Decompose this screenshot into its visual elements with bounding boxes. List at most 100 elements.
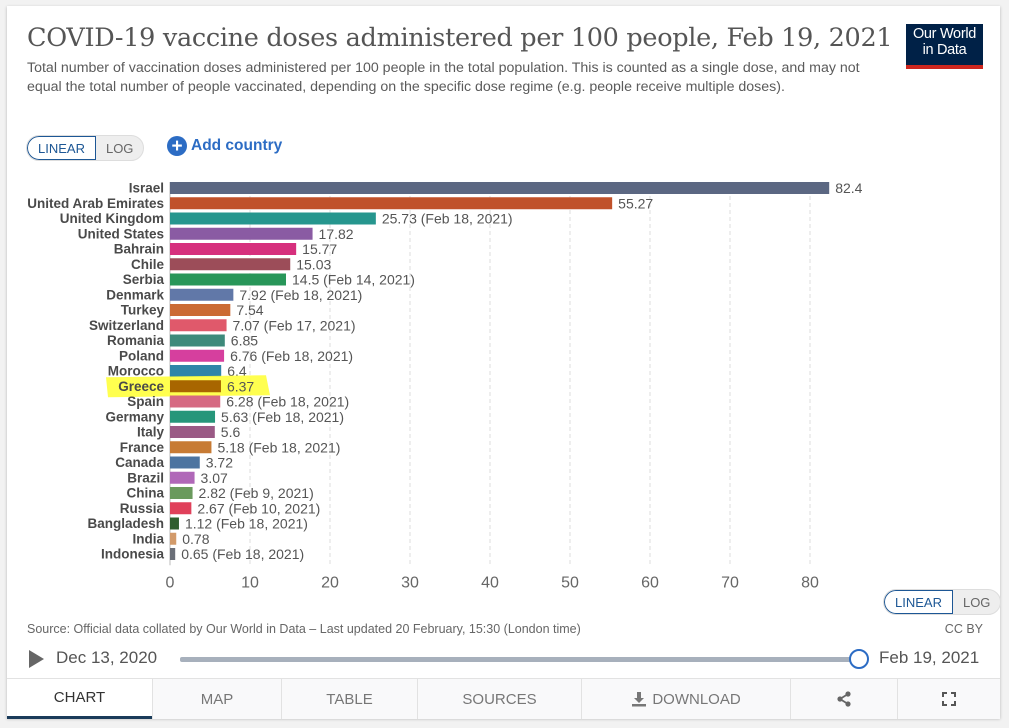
- bar[interactable]: [170, 212, 376, 225]
- value-label: 7.07 (Feb 17, 2021): [233, 317, 356, 333]
- fullscreen-icon: [942, 692, 956, 706]
- bar-label: Greece: [118, 379, 164, 394]
- bar-label: Italy: [137, 425, 165, 440]
- linear-button[interactable]: LINEAR: [27, 136, 96, 160]
- value-label: 2.67 (Feb 10, 2021): [197, 500, 320, 516]
- value-label: 55.27: [618, 195, 653, 211]
- value-label: 1.12 (Feb 18, 2021): [185, 516, 308, 532]
- tab-fullscreen[interactable]: [897, 679, 1000, 719]
- timeline-end-date[interactable]: Feb 19, 2021: [879, 648, 980, 667]
- value-label: 17.82: [319, 226, 354, 242]
- scale-toggle-bottom: LINEAR LOG: [883, 589, 1002, 615]
- chart-subtitle: Total number of vaccination doses admini…: [27, 60, 860, 95]
- tab-map[interactable]: MAP: [152, 679, 281, 719]
- bar[interactable]: [170, 456, 200, 469]
- x-tick-label: 50: [561, 574, 579, 591]
- tab-download[interactable]: DOWNLOAD: [581, 679, 790, 719]
- logo-line2: in Data: [922, 41, 967, 58]
- bar-label: Brazil: [127, 470, 164, 485]
- bar-label: Chile: [131, 257, 164, 272]
- value-label: 82.4: [835, 180, 862, 196]
- tab-label: DOWNLOAD: [652, 690, 741, 708]
- value-label: 0.78: [182, 531, 209, 547]
- play-icon[interactable]: [29, 650, 44, 668]
- log-button[interactable]: LOG: [962, 594, 991, 610]
- bar-chart: 0 10 20 30 40 50 60 70 80 Israel 82.4 United Arab E…: [27, 180, 862, 591]
- value-label: 5.6: [221, 424, 241, 440]
- share-icon: [837, 691, 851, 707]
- bar[interactable]: [170, 395, 221, 408]
- x-tick-label: 40: [481, 574, 499, 591]
- bar-label: United States: [78, 226, 164, 241]
- bar-label: Serbia: [123, 272, 165, 287]
- bar[interactable]: [170, 227, 313, 240]
- bar-label: Romania: [107, 333, 165, 348]
- bar[interactable]: [170, 426, 215, 438]
- x-tick-label: 70: [721, 574, 739, 591]
- value-label: 15.03: [296, 256, 331, 272]
- bar-label: Poland: [119, 348, 164, 363]
- bar[interactable]: [170, 410, 216, 423]
- tab-label: SOURCES: [462, 690, 537, 708]
- bar[interactable]: [170, 548, 176, 560]
- timeline: Dec 13, 2020 Feb 19, 2021: [27, 646, 987, 674]
- bar[interactable]: [170, 532, 177, 545]
- value-label: 5.63 (Feb 18, 2021): [221, 409, 344, 425]
- bar[interactable]: [170, 349, 225, 362]
- bar-label: United Kingdom: [60, 211, 164, 226]
- bar[interactable]: [170, 441, 212, 454]
- bar-label: Bahrain: [114, 242, 164, 257]
- license-link[interactable]: CC BY: [944, 622, 983, 636]
- source-note: Source: Official data collated by Our Wo…: [27, 622, 581, 636]
- value-label: 6.4: [227, 363, 247, 379]
- bar-label: Indonesia: [101, 547, 165, 562]
- add-country-button[interactable]: + Add country: [167, 136, 282, 156]
- bar-label: China: [126, 486, 164, 501]
- plus-circle-icon: +: [167, 136, 187, 156]
- bar-label: Turkey: [121, 303, 165, 318]
- bar-label: United Arab Emirates: [27, 196, 164, 211]
- value-label: 25.73 (Feb 18, 2021): [382, 211, 513, 227]
- timeline-start-date[interactable]: Dec 13, 2020: [56, 648, 158, 667]
- linear-button[interactable]: LINEAR: [884, 590, 953, 614]
- bar[interactable]: [170, 334, 225, 347]
- value-label: 3.72: [206, 455, 233, 471]
- bar[interactable]: [170, 319, 227, 332]
- bar-label: India: [132, 531, 164, 546]
- bar[interactable]: [170, 258, 291, 271]
- bar[interactable]: [170, 243, 297, 255]
- tab-sources[interactable]: SOURCES: [417, 679, 581, 719]
- tab-label: MAP: [200, 690, 234, 708]
- bar[interactable]: [170, 288, 234, 301]
- bar-label: Spain: [127, 394, 164, 409]
- value-label: 5.18 (Feb 18, 2021): [217, 439, 340, 455]
- tab-table[interactable]: TABLE: [281, 679, 417, 719]
- timeline-track[interactable]: [180, 657, 858, 662]
- value-label: 0.65 (Feb 18, 2021): [181, 546, 304, 562]
- x-tick-label: 80: [801, 574, 819, 591]
- bar[interactable]: [170, 197, 613, 210]
- timeline-handle[interactable]: [849, 649, 869, 669]
- bar[interactable]: [170, 304, 231, 316]
- owid-logo[interactable]: Our World in Data: [906, 24, 983, 69]
- value-label: 15.77: [302, 241, 337, 257]
- bar[interactable]: [170, 487, 193, 499]
- bar[interactable]: [170, 365, 222, 377]
- bar[interactable]: [170, 182, 830, 194]
- scale-toggle-top: LINEAR LOG: [26, 135, 145, 161]
- x-tick-label: 0: [166, 574, 175, 591]
- bar-label: Canada: [115, 455, 164, 470]
- value-label: 2.82 (Feb 9, 2021): [199, 485, 314, 501]
- bar[interactable]: [170, 502, 192, 515]
- bar[interactable]: [170, 380, 221, 393]
- tab-chart[interactable]: CHART: [7, 679, 152, 719]
- bar[interactable]: [170, 517, 179, 530]
- logo-line1: Our World: [912, 26, 977, 42]
- bar[interactable]: [170, 471, 195, 484]
- x-tick-label: 30: [401, 574, 419, 591]
- bar[interactable]: [170, 273, 286, 286]
- tab-share[interactable]: [790, 679, 897, 719]
- x-tick-label: 60: [641, 574, 659, 591]
- log-button[interactable]: LOG: [105, 140, 134, 156]
- value-label: 6.85: [231, 333, 258, 349]
